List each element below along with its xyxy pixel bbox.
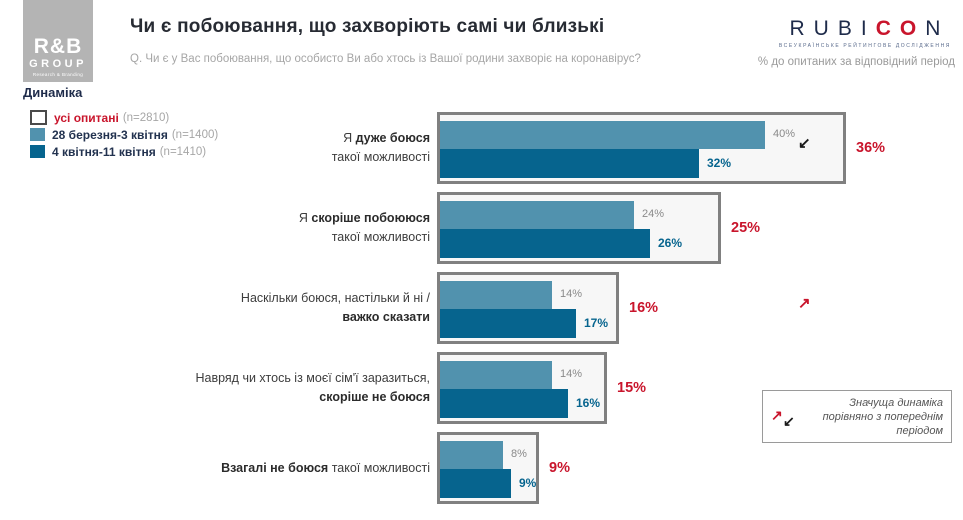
bar-wave1 xyxy=(440,201,634,229)
rb-logo-group-text: GROUP xyxy=(29,57,87,70)
legend-label: 28 березня-3 квітня xyxy=(52,127,168,142)
rb-logo-text: R&B xyxy=(33,34,83,58)
total-value-label: 36% xyxy=(856,140,886,156)
rubicon-letter: O xyxy=(899,17,917,40)
rubicon-letter: B xyxy=(837,17,852,40)
legend-item-light: 28 березня-3 квітня (n=1400) xyxy=(30,126,218,143)
category-label: Наскільки боюся, настільки й ні / важко с… xyxy=(240,291,430,324)
rubicon-letter: I xyxy=(860,17,867,40)
bar-value-wave1: 40% xyxy=(773,128,796,140)
legend-swatch-light xyxy=(30,128,45,141)
bar-value-wave1: 14% xyxy=(560,368,583,380)
bar-value-wave1: 8% xyxy=(511,448,527,460)
significance-note-line3: періодом xyxy=(896,424,943,437)
total-box: 14% 16% xyxy=(437,352,607,424)
category-label: Я скоріше побоююся такої можливості xyxy=(298,211,430,244)
rubicon-letter: R xyxy=(789,17,805,40)
legend-label: 4 квітня-11 квітня xyxy=(52,144,156,159)
total-box: 24% 26% xyxy=(437,192,721,264)
category-label: Навряд чи хтось із моєї сім'ї заразиться… xyxy=(195,371,430,404)
bar-wave1 xyxy=(440,121,765,149)
rb-logo-tagline: Research & Branding xyxy=(32,71,84,77)
rubicon-letter: U xyxy=(813,17,829,40)
significance-marker-up-icon: ↗ xyxy=(798,295,811,312)
total-value-label: 25% xyxy=(731,220,761,236)
bar-value-wave2: 17% xyxy=(584,316,609,330)
section-label: Динаміка xyxy=(23,85,83,100)
rubicon-letter: C xyxy=(875,17,891,40)
legend-item-all: усі опитані (n=2810) xyxy=(30,109,218,126)
bar-wave1 xyxy=(440,281,552,309)
bar-value-wave2: 32% xyxy=(707,156,732,170)
rubicon-logo-tagline: ВСЕУКРАЇНСЬКЕ РЕЙТИНГОВЕ ДОСЛІДЖЕННЯ xyxy=(778,43,951,49)
bar-wave2 xyxy=(440,229,650,258)
bar-value-wave1: 24% xyxy=(642,208,665,220)
bar-wave2 xyxy=(440,389,568,418)
bar-value-wave2: 9% xyxy=(519,476,537,490)
legend-swatch-dark xyxy=(30,145,45,158)
bar-value-wave2: 26% xyxy=(658,236,683,250)
significance-note-text: Значуща динаміка порівняно з попереднім … xyxy=(803,396,943,438)
significance-marker-down-icon: ↙ xyxy=(798,135,811,152)
significance-note: ↗ ↙ Значуща динаміка порівняно з поперед… xyxy=(762,390,952,443)
significance-note-line1: Значуща динаміка xyxy=(849,396,943,409)
bar-wave2 xyxy=(440,149,699,178)
legend-item-dark: 4 квітня-11 квітня (n=1410) xyxy=(30,143,218,160)
legend-sample-size: (n=1410) xyxy=(159,145,207,158)
total-value-label: 16% xyxy=(629,300,659,316)
bar-value-wave2: 16% xyxy=(576,396,601,410)
page-title: Чи є побоювання, що захворіють самі чи б… xyxy=(130,16,605,37)
total-box: 40% 32% xyxy=(437,112,846,184)
up-arrow-icon: ↗ xyxy=(771,407,783,423)
legend-sample-size: (n=2810) xyxy=(122,111,170,124)
total-value-label: 15% xyxy=(617,380,647,396)
total-value-label: 9% xyxy=(549,460,570,476)
legend-sample-size: (n=1400) xyxy=(171,128,219,141)
rb-group-logo: R&B GROUP Research & Branding xyxy=(23,0,93,82)
question-subtitle: Q. Чи є у Вас побоювання, що особисто Ви… xyxy=(130,53,641,65)
total-box: 14% 17% xyxy=(437,272,619,344)
bar-wave2 xyxy=(440,469,511,498)
significance-note-line2: порівняно з попереднім xyxy=(822,410,943,423)
bar-wave1 xyxy=(440,361,552,389)
legend-label: усі опитані xyxy=(54,110,119,125)
rubicon-letter: N xyxy=(925,17,941,40)
total-box: 8% 9% xyxy=(437,432,539,504)
unit-note: % до опитаних за відповідний період xyxy=(757,56,955,68)
legend: усі опитані (n=2810) 28 березня-3 квітня (n… xyxy=(30,109,218,160)
significance-arrows: ↗ ↙ xyxy=(771,395,803,438)
bar-wave1 xyxy=(440,441,503,469)
bar-value-wave1: 14% xyxy=(560,288,583,300)
category-label: Взагалі не боюся такої можливості xyxy=(221,460,430,475)
legend-swatch-all xyxy=(30,110,47,125)
down-arrow-icon: ↙ xyxy=(783,413,795,429)
category-label: Я дуже боюся такої можливості xyxy=(331,131,430,164)
bar-wave2 xyxy=(440,309,576,338)
